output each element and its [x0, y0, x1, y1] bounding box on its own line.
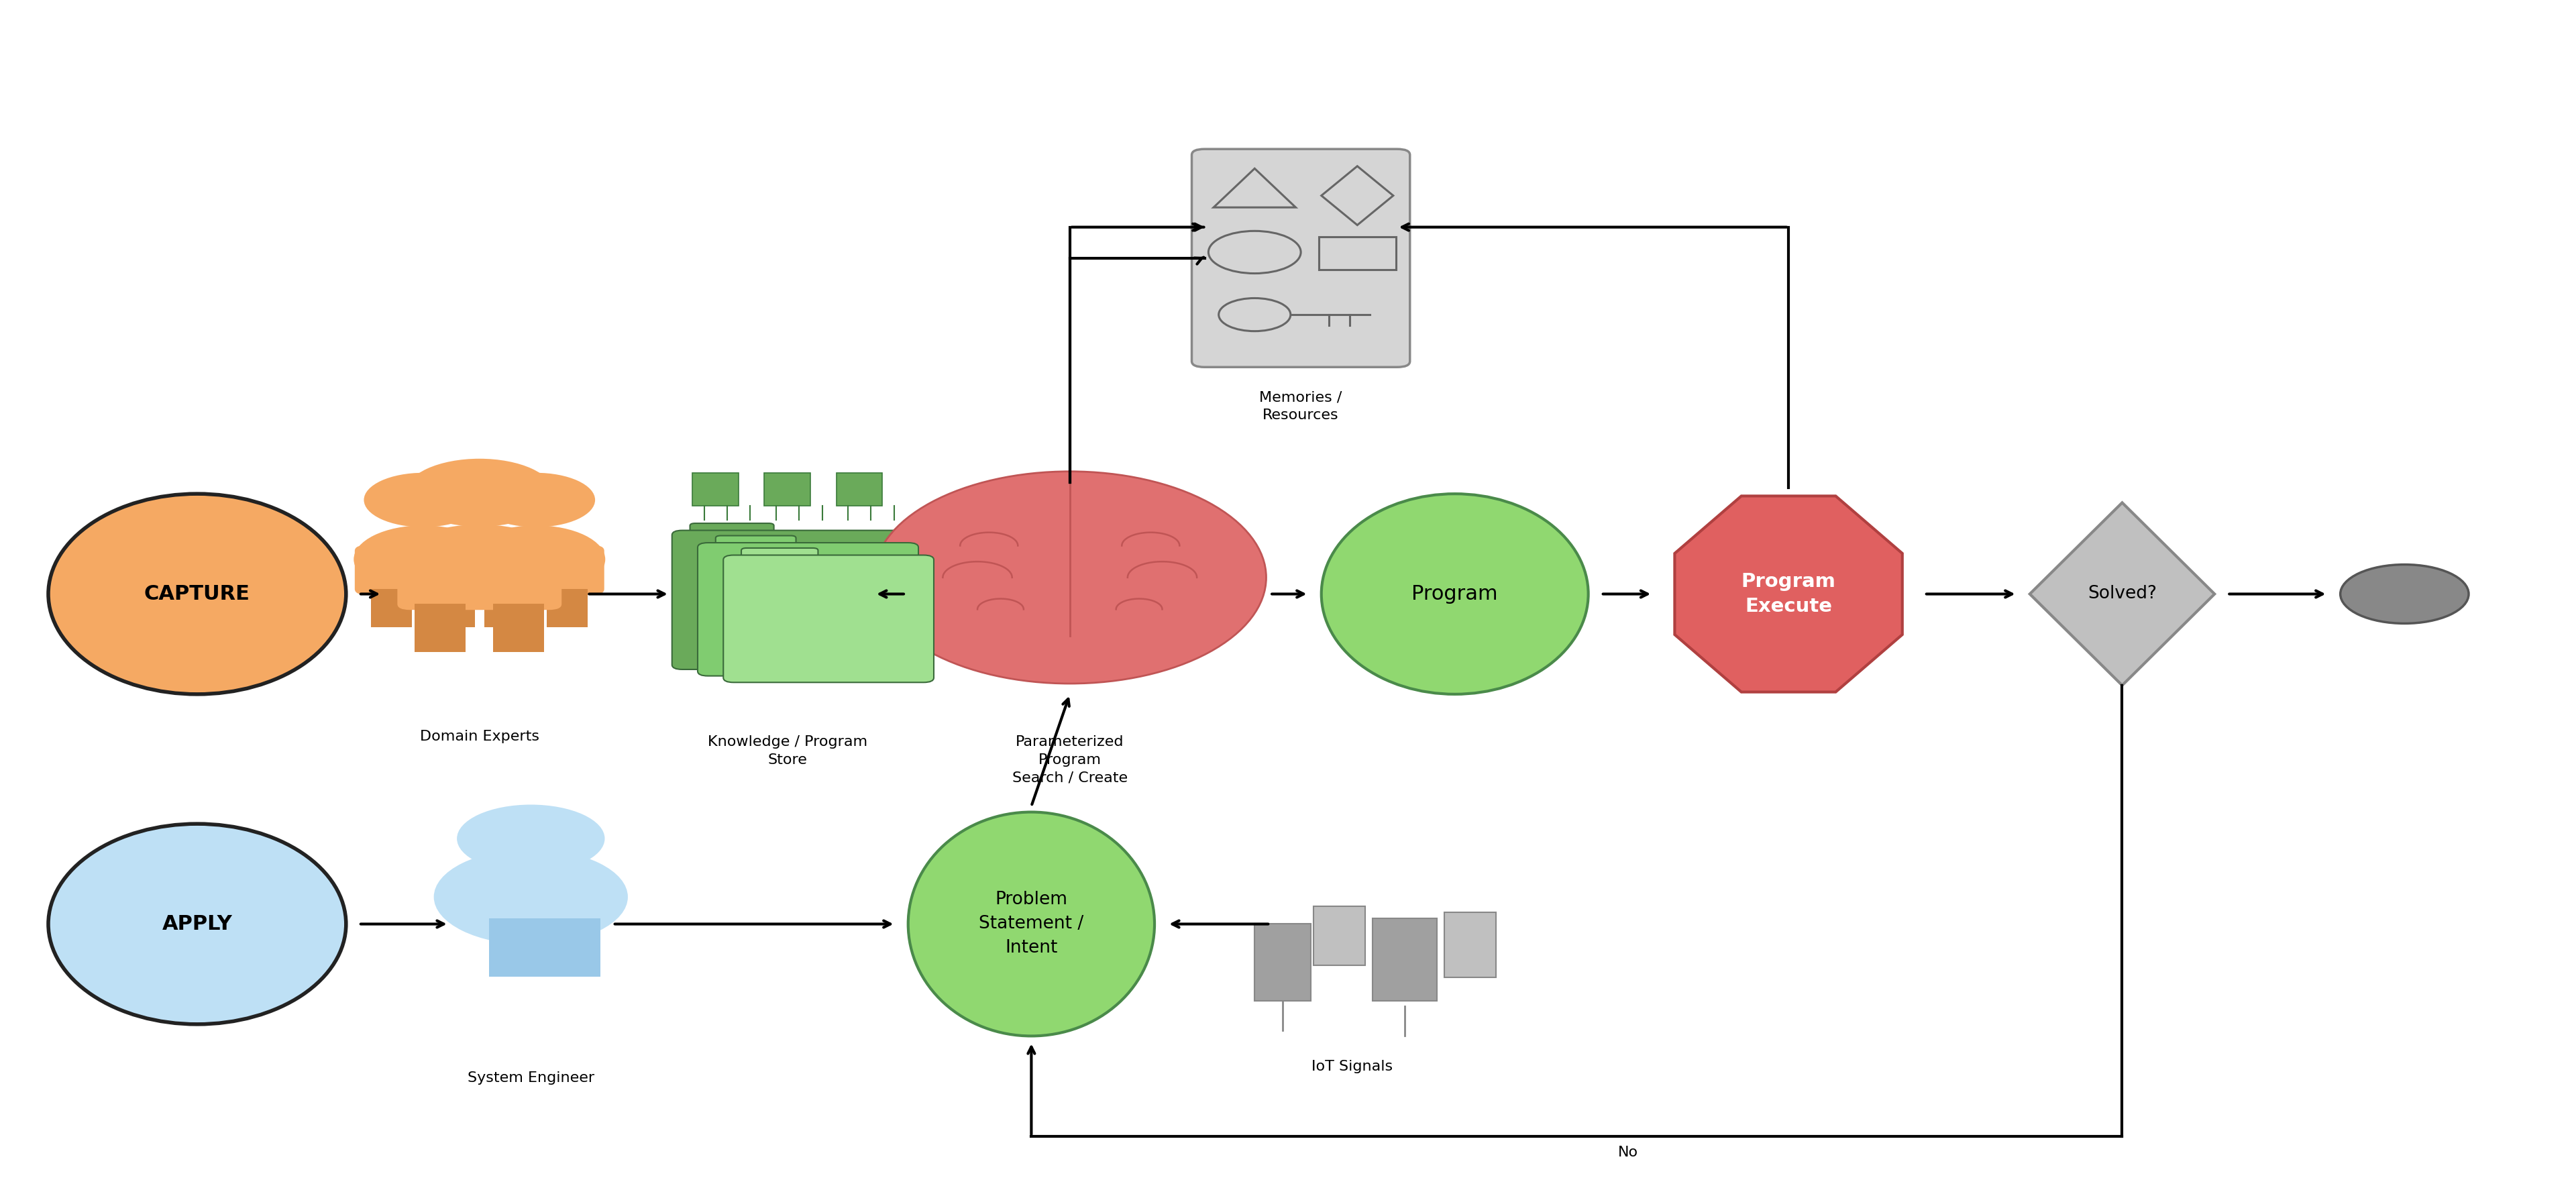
FancyBboxPatch shape	[355, 545, 492, 595]
Bar	[693, 473, 739, 506]
Ellipse shape	[353, 525, 492, 593]
Polygon shape	[1674, 497, 1901, 691]
Text: Problem
Statement /
Intent: Problem Statement / Intent	[979, 891, 1084, 956]
Bar	[495, 604, 544, 652]
Bar	[1255, 924, 1311, 1000]
FancyBboxPatch shape	[698, 543, 920, 676]
Bar	[837, 473, 884, 506]
Ellipse shape	[909, 813, 1154, 1036]
Bar	[1319, 236, 1396, 270]
Circle shape	[477, 473, 595, 527]
Ellipse shape	[49, 494, 345, 694]
Circle shape	[363, 473, 482, 527]
Bar	[484, 589, 526, 627]
Bar	[1373, 918, 1437, 1000]
Circle shape	[2342, 564, 2468, 624]
FancyBboxPatch shape	[716, 536, 796, 562]
FancyBboxPatch shape	[724, 555, 933, 682]
Bar	[765, 473, 811, 506]
Text: System Engineer: System Engineer	[466, 1072, 595, 1085]
Circle shape	[404, 459, 554, 526]
Ellipse shape	[466, 525, 605, 593]
FancyBboxPatch shape	[397, 550, 562, 609]
Bar	[1314, 906, 1365, 966]
Ellipse shape	[394, 524, 567, 609]
Ellipse shape	[49, 823, 345, 1024]
Text: Knowledge / Program
Store: Knowledge / Program Store	[708, 735, 868, 766]
Polygon shape	[2030, 503, 2215, 685]
FancyBboxPatch shape	[1193, 148, 1409, 367]
Ellipse shape	[1321, 494, 1589, 694]
Ellipse shape	[433, 849, 629, 944]
Ellipse shape	[873, 472, 1267, 683]
Text: Program
Execute: Program Execute	[1741, 573, 1837, 615]
Bar	[435, 589, 474, 627]
Bar	[489, 918, 544, 977]
Circle shape	[456, 804, 605, 872]
Bar	[371, 589, 412, 627]
FancyBboxPatch shape	[469, 545, 605, 595]
Bar	[1445, 912, 1497, 977]
Bar	[415, 604, 466, 652]
Text: Domain Experts: Domain Experts	[420, 729, 538, 742]
FancyBboxPatch shape	[690, 523, 773, 549]
Text: No: No	[1618, 1145, 1638, 1159]
Text: IoT Signals: IoT Signals	[1311, 1060, 1394, 1073]
Bar	[544, 918, 600, 977]
Text: Solved?: Solved?	[2087, 586, 2156, 602]
Text: Memories /
Resources: Memories / Resources	[1260, 391, 1342, 422]
Ellipse shape	[999, 620, 1139, 672]
Text: CAPTURE: CAPTURE	[144, 584, 250, 604]
Text: APPLY: APPLY	[162, 915, 232, 934]
Text: Parameterized
Program
Search / Create: Parameterized Program Search / Create	[1012, 735, 1128, 784]
Bar	[546, 589, 587, 627]
Text: Program: Program	[1412, 584, 1499, 604]
FancyBboxPatch shape	[742, 548, 819, 574]
FancyBboxPatch shape	[672, 530, 904, 669]
